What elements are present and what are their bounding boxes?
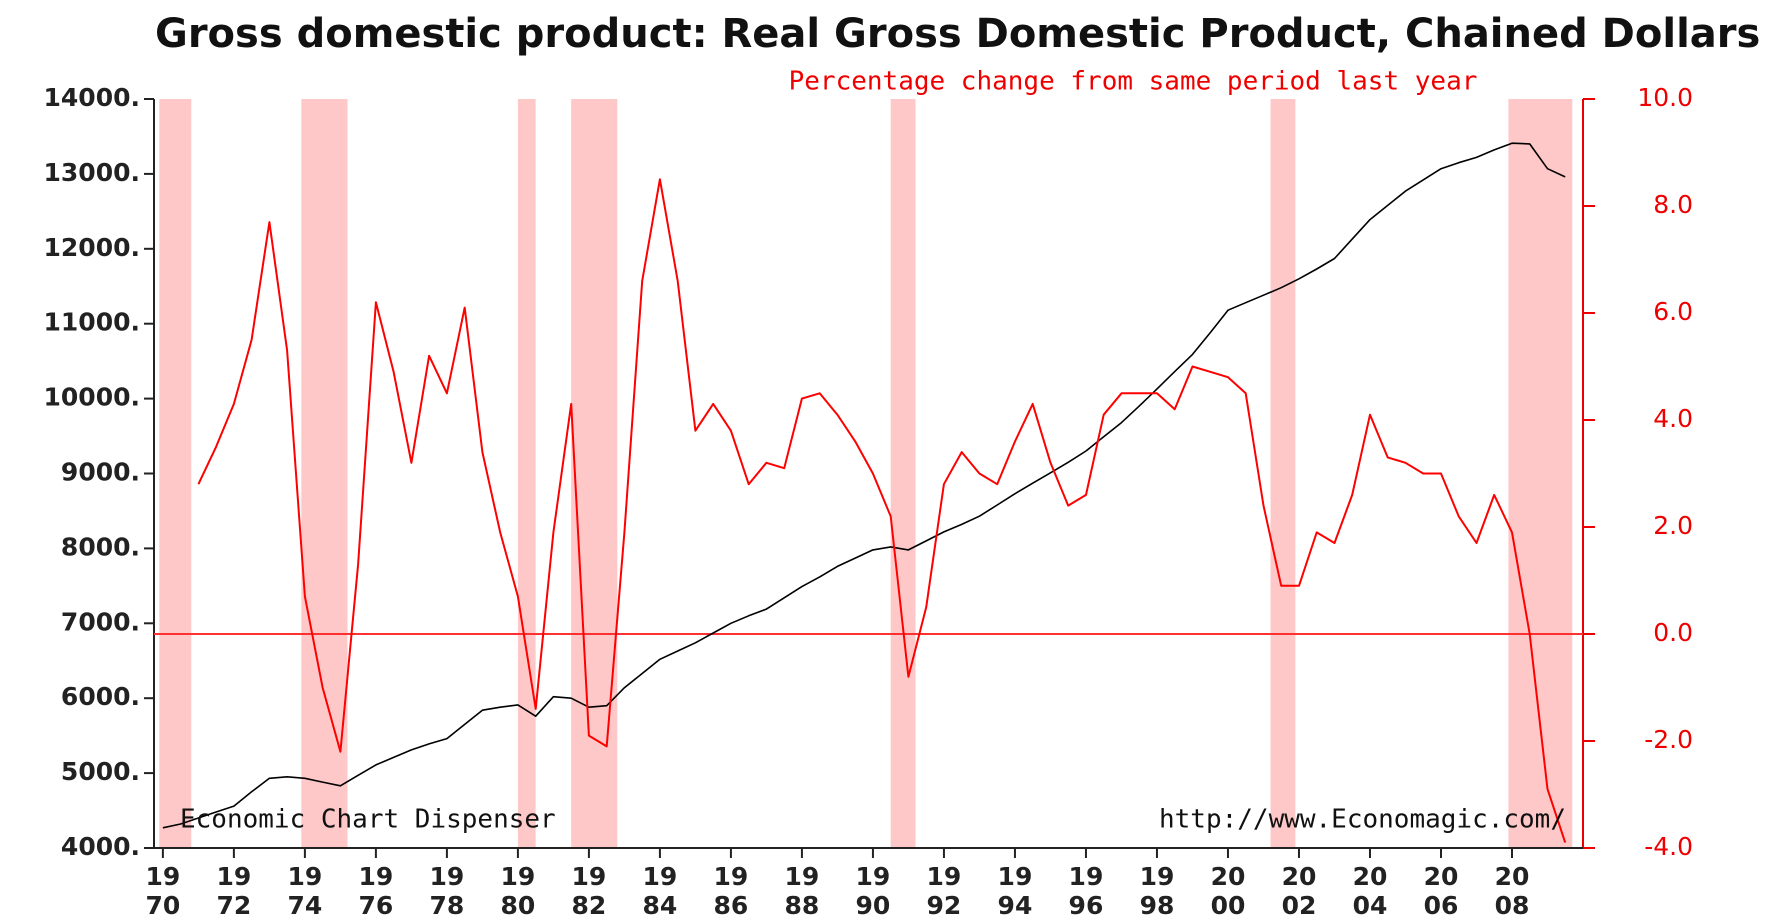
y-tick-label: 13000. xyxy=(44,158,140,187)
y2-tick-label: 10.0 xyxy=(1637,83,1693,112)
x-tick-label: 20 06 xyxy=(1424,862,1459,920)
recession-band xyxy=(571,99,618,848)
recession-band xyxy=(1270,99,1296,848)
x-tick-label: 19 92 xyxy=(927,862,962,920)
y2-tick-label: -2.0 xyxy=(1644,725,1693,754)
subtitle: Percentage change from same period last … xyxy=(789,67,1478,97)
y-tick-label: 7000. xyxy=(61,607,140,636)
y-tick-label: 11000. xyxy=(44,308,140,337)
x-tick-label: 19 72 xyxy=(216,862,251,920)
x-tick-label: 19 90 xyxy=(856,862,891,920)
series-line xyxy=(162,142,1566,829)
x-tick-label: 19 76 xyxy=(358,862,393,920)
x-tick-label: 20 08 xyxy=(1495,862,1530,920)
x-tick-label: 20 00 xyxy=(1211,862,1246,920)
y-tick-label: 4000. xyxy=(61,832,140,861)
y-tick-label: 14000. xyxy=(44,83,140,112)
recession-band xyxy=(159,99,192,848)
x-tick-label: 19 84 xyxy=(643,862,678,920)
x-tick-label: 20 02 xyxy=(1282,862,1317,920)
y2-tick-label: -4.0 xyxy=(1644,832,1693,861)
recession-band xyxy=(301,99,348,848)
x-tick-label: 19 86 xyxy=(714,862,749,920)
x-tick-label: 19 88 xyxy=(785,862,820,920)
x-tick-label: 19 82 xyxy=(572,862,607,920)
x-tick-label: 19 80 xyxy=(501,862,536,920)
recession-band xyxy=(517,99,536,848)
series-line xyxy=(197,178,1567,843)
y-tick-label: 9000. xyxy=(61,458,140,487)
y2-tick-label: 4.0 xyxy=(1653,404,1693,433)
x-tick-label: 19 94 xyxy=(998,862,1033,920)
annotation: Economic Chart Dispenser xyxy=(180,805,556,835)
y-tick-label: 12000. xyxy=(44,233,140,262)
y-tick-label: 6000. xyxy=(61,682,140,711)
y2-tick-label: 8.0 xyxy=(1653,190,1693,219)
x-tick-label: 20 04 xyxy=(1353,862,1388,920)
y2-tick-label: 0.0 xyxy=(1653,618,1693,647)
y-tick-label: 10000. xyxy=(44,383,140,412)
x-tick-label: 19 74 xyxy=(287,862,322,920)
x-tick-label: 19 78 xyxy=(430,862,465,920)
x-tick-label: 19 98 xyxy=(1140,862,1175,920)
annotation: http://www.Economagic.com/ xyxy=(1159,805,1566,835)
y2-tick-label: 2.0 xyxy=(1653,511,1693,540)
x-tick-label: 19 96 xyxy=(1069,862,1104,920)
chart-title: Gross domestic product: Real Gross Domes… xyxy=(155,11,1760,57)
y2-tick-label: 6.0 xyxy=(1653,297,1693,326)
y-tick-label: 8000. xyxy=(61,532,140,561)
x-tick-label: 19 70 xyxy=(145,862,180,920)
y-tick-label: 5000. xyxy=(61,757,140,786)
recession-band xyxy=(890,99,916,848)
